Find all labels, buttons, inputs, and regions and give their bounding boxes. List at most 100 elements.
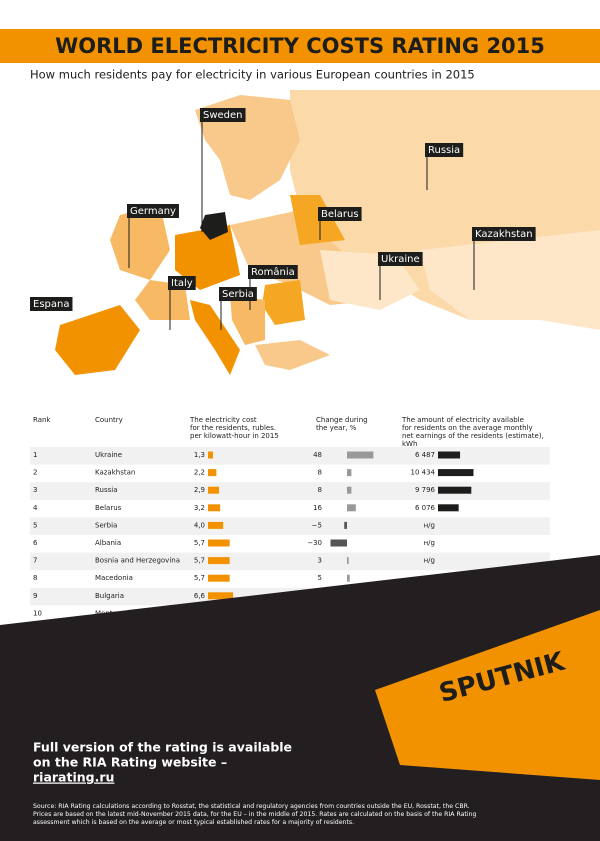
column-header: Country xyxy=(95,416,123,424)
country: Ukraine xyxy=(95,451,122,459)
change-value: −5 xyxy=(312,521,322,529)
country-label: România xyxy=(251,266,295,278)
country-label: Russia xyxy=(428,145,460,156)
cost-bar xyxy=(208,539,230,547)
country: Bosnia and Herzegovina xyxy=(95,557,180,565)
country: Serbia xyxy=(95,521,117,529)
cost-bar xyxy=(208,521,224,529)
column-header: Rank xyxy=(33,416,51,424)
kwh-bar xyxy=(438,486,472,494)
change-value: 48 xyxy=(313,451,322,459)
kwh-value: 9 796 xyxy=(415,486,436,494)
link[interactable]: riarating.ru xyxy=(33,770,114,785)
cost-value: 2,9 xyxy=(194,486,205,494)
change-value: 8 xyxy=(318,469,322,477)
rank: 8 xyxy=(33,574,37,582)
kwh-value: 10 434 xyxy=(411,469,436,477)
cost-bar xyxy=(208,451,213,459)
country: Macedonia xyxy=(95,574,133,582)
country-label: Italy xyxy=(171,278,193,289)
change-bar xyxy=(344,521,347,529)
source-line: Source: RIA Rating calculations accordin… xyxy=(33,803,470,810)
subtitle: How much residents pay for electricity i… xyxy=(30,68,475,82)
label-box xyxy=(30,297,73,311)
label-box xyxy=(248,265,298,279)
belarus xyxy=(290,195,345,245)
logo-wedge xyxy=(375,610,600,780)
source-line: Prices are based on the latest mid-Novem… xyxy=(33,811,476,818)
kazakhstan xyxy=(420,230,600,330)
balkans xyxy=(230,295,265,345)
change-value: 16 xyxy=(313,504,322,512)
kwh-value: 6 487 xyxy=(415,451,435,459)
denmark xyxy=(200,212,228,240)
country: Belarus xyxy=(95,504,122,512)
kwh-value: н/g xyxy=(424,539,435,547)
italy xyxy=(190,300,240,375)
cost-bar xyxy=(208,469,217,477)
legend-box xyxy=(398,332,550,390)
country: Kazakhstan xyxy=(95,469,135,477)
country-label: Belarus xyxy=(321,209,359,220)
country: Russia xyxy=(95,486,118,494)
label-box xyxy=(127,204,179,218)
kwh-bar xyxy=(438,469,474,477)
change-value: −30 xyxy=(307,539,322,547)
cta-line: on the RIA Rating website – xyxy=(33,755,227,770)
source-line: assessment which is based on the average… xyxy=(33,819,354,826)
cost-value: 5,7 xyxy=(194,539,205,547)
change-bar xyxy=(347,486,352,494)
row-band xyxy=(30,447,550,465)
kwh-bar xyxy=(438,504,459,512)
title: WORLD ELECTRICITY COSTS RATING 2015 xyxy=(55,34,545,58)
cost-bar xyxy=(208,592,234,600)
rank: 4 xyxy=(33,504,38,512)
rank: 1 xyxy=(33,451,37,459)
country-label: Espana xyxy=(33,299,69,310)
cost-value: 2,2 xyxy=(194,469,205,477)
country: Bulgaria xyxy=(95,592,124,600)
column-header: The electricity cost for the residents, r… xyxy=(189,416,279,440)
change-bar xyxy=(347,504,356,512)
rank: 5 xyxy=(33,521,37,529)
cost-value: 5,7 xyxy=(194,557,205,565)
country-label: Sweden xyxy=(203,110,243,121)
row-band xyxy=(30,517,550,535)
cost-value: 3,2 xyxy=(194,504,205,512)
label-box xyxy=(200,108,246,122)
country-label: Germany xyxy=(130,206,176,217)
kwh-value: н/g xyxy=(424,521,435,529)
change-value: 8 xyxy=(318,486,322,494)
footer-background xyxy=(0,555,600,841)
label-box xyxy=(168,276,196,290)
change-bar xyxy=(347,451,374,459)
change-value: 5 xyxy=(318,574,322,582)
title-band xyxy=(0,29,600,63)
kwh-bar xyxy=(438,451,461,459)
rank: 9 xyxy=(33,592,37,600)
country-label: Ukraine xyxy=(381,254,420,265)
cta-line: Full version of the rating is available xyxy=(33,740,292,755)
cost-bar xyxy=(208,557,230,565)
row-band xyxy=(30,482,550,500)
cost-value: 5,7 xyxy=(194,574,205,582)
rank: 2 xyxy=(33,469,37,477)
change-value: 3 xyxy=(318,557,322,565)
country: Albania xyxy=(95,539,121,547)
cost-value: 4,0 xyxy=(194,521,205,529)
germany-area xyxy=(175,225,240,290)
rank: 6 xyxy=(33,539,38,547)
cost-value: 1,3 xyxy=(194,451,205,459)
kwh-value: 6 076 xyxy=(415,504,436,512)
rank: 7 xyxy=(33,557,37,565)
label-box xyxy=(219,287,257,301)
romania xyxy=(262,280,305,325)
column-header: Change during the year, % xyxy=(316,416,368,432)
change-bar xyxy=(347,557,349,565)
cost-bar xyxy=(208,574,230,582)
country-label: Kazakhstan xyxy=(475,229,533,240)
label-box xyxy=(472,227,536,241)
change-bar xyxy=(330,539,347,547)
rank: 10 xyxy=(33,609,42,617)
